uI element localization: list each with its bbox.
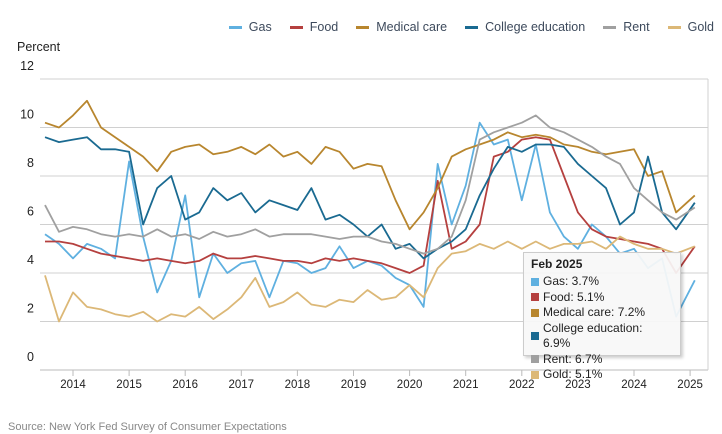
legend-swatch [465, 25, 479, 29]
tooltip: Feb 2025 Gas: 3.7% Food: 5.1% Medical care… [523, 252, 681, 381]
tooltip-row: Gold: 5.1% [531, 367, 673, 383]
legend-item[interactable]: Gold [667, 20, 714, 34]
legend-swatch [667, 25, 681, 29]
y-tick-label: 0 [27, 350, 34, 364]
tooltip-row: Rent: 6.7% [531, 352, 673, 368]
x-tick-label: 2016 [172, 379, 198, 391]
tooltip-value: Medical care: 7.2% [543, 305, 646, 319]
tooltip-value: Gas: 3.7% [543, 274, 600, 288]
legend-label: Gas [248, 20, 272, 34]
series-line-food [45, 136, 696, 274]
source-note: Source: New York Fed Survey of Consumer … [8, 421, 287, 433]
tooltip-value: Gold: 5.1% [543, 367, 603, 381]
x-tick-label: 2025 [677, 379, 703, 391]
tooltip-swatch [531, 355, 539, 364]
x-tick-label: 2021 [453, 379, 479, 391]
tooltip-row: College education: 6.9% [531, 321, 673, 352]
y-tick-label: 2 [27, 302, 34, 316]
series-line-medical-care [44, 99, 696, 231]
legend-item[interactable]: Food [289, 20, 339, 34]
tooltip-value: College education: 6.9% [543, 320, 643, 351]
tooltip-row: Food: 5.1% [531, 290, 673, 306]
x-tick-label: 2020 [397, 379, 423, 391]
tooltip-swatch [531, 293, 539, 302]
x-tick-label: 2019 [341, 379, 367, 391]
legend-label: Gold [687, 20, 714, 34]
x-tick-label: 2017 [229, 379, 255, 391]
y-tick-label: 8 [27, 156, 34, 170]
y-axis-label: Percent [17, 40, 61, 54]
legend-swatch [289, 25, 303, 29]
x-tick-label: 2024 [621, 379, 647, 391]
legend-swatch [356, 25, 370, 29]
legend-item[interactable]: College education [465, 20, 585, 34]
legend-item[interactable]: Rent [603, 20, 650, 34]
y-tick-label: 10 [20, 108, 34, 122]
tooltip-row: Gas: 3.7% [531, 274, 673, 290]
y-tick-label: 12 [20, 59, 34, 73]
legend-label: Rent [623, 20, 650, 34]
legend-label: College education [485, 20, 586, 34]
y-tick-label: 4 [27, 253, 34, 267]
series-line-rent [44, 114, 696, 255]
legend-item[interactable]: Medical care [356, 20, 447, 34]
legend-swatch [228, 25, 242, 29]
series-line-gold [44, 235, 696, 323]
legend-label: Medical care [376, 20, 448, 34]
x-tick-label: 2014 [60, 379, 86, 391]
tooltip-swatch [531, 308, 539, 317]
x-tick-label: 2023 [565, 379, 591, 391]
tooltip-swatch [531, 277, 539, 286]
legend: Gas Food Medical care College education Rent… [228, 20, 714, 34]
tooltip-swatch [531, 332, 539, 340]
legend-swatch [603, 25, 617, 29]
legend-item[interactable]: Gas [228, 20, 272, 34]
x-tick-label: 2018 [285, 379, 311, 391]
x-tick-label: 2022 [509, 379, 535, 391]
tooltip-value: Rent: 6.7% [543, 351, 603, 366]
tooltip-title: Feb 2025 [531, 257, 583, 271]
tooltip-value: Food: 5.1% [543, 289, 605, 304]
tooltip-row: Medical care: 7.2% [531, 305, 673, 321]
legend-label: Food [309, 20, 339, 34]
tooltip-swatch [531, 370, 539, 379]
x-tick-label: 2015 [116, 379, 142, 391]
y-tick-label: 6 [27, 205, 34, 219]
